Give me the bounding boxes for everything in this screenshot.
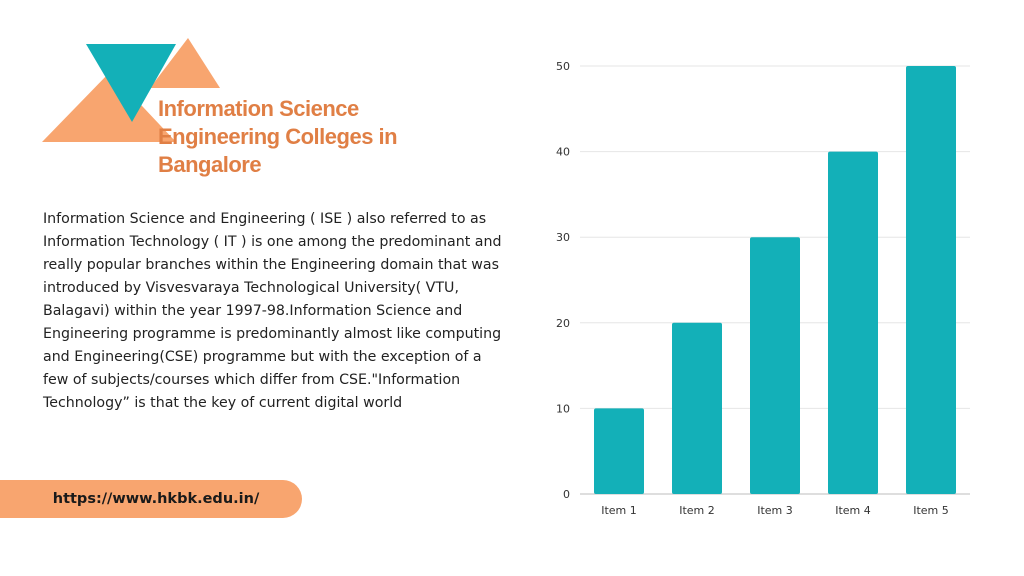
website-link[interactable]: https://www.hkbk.edu.in/ (52, 491, 260, 507)
logo-teal-triangle (86, 44, 176, 122)
x-tick-label: Item 2 (679, 504, 715, 517)
y-tick-label: 40 (556, 146, 570, 159)
url-banner[interactable]: https://www.hkbk.edu.in/ (0, 480, 302, 518)
x-tick-label: Item 5 (913, 504, 949, 517)
y-tick-label: 20 (556, 317, 570, 330)
logo-right-triangle (150, 38, 220, 88)
bar (672, 322, 722, 494)
chart-bars (594, 66, 956, 494)
y-tick-label: 50 (556, 60, 570, 73)
description-text: Information Science and Engineering ( IS… (43, 211, 502, 411)
logo-left-triangle (42, 72, 176, 142)
logo-triangles (42, 38, 220, 142)
page-title: Information Science Engineering Colleges… (158, 96, 398, 177)
x-tick-label: Item 1 (601, 504, 637, 517)
y-tick-label: 10 (556, 402, 570, 415)
bar (750, 237, 800, 494)
y-tick-label: 30 (556, 231, 570, 244)
x-tick-label: Item 4 (835, 504, 871, 517)
chart-x-ticks: Item 1 Item 2 Item 3 Item 4 Item 5 (601, 504, 949, 517)
y-tick-label: 0 (563, 488, 570, 501)
bar (906, 66, 956, 494)
x-tick-label: Item 3 (757, 504, 793, 517)
chart-y-ticks: 0 10 20 30 40 50 (556, 60, 570, 501)
bar (828, 151, 878, 494)
bar (594, 408, 644, 494)
